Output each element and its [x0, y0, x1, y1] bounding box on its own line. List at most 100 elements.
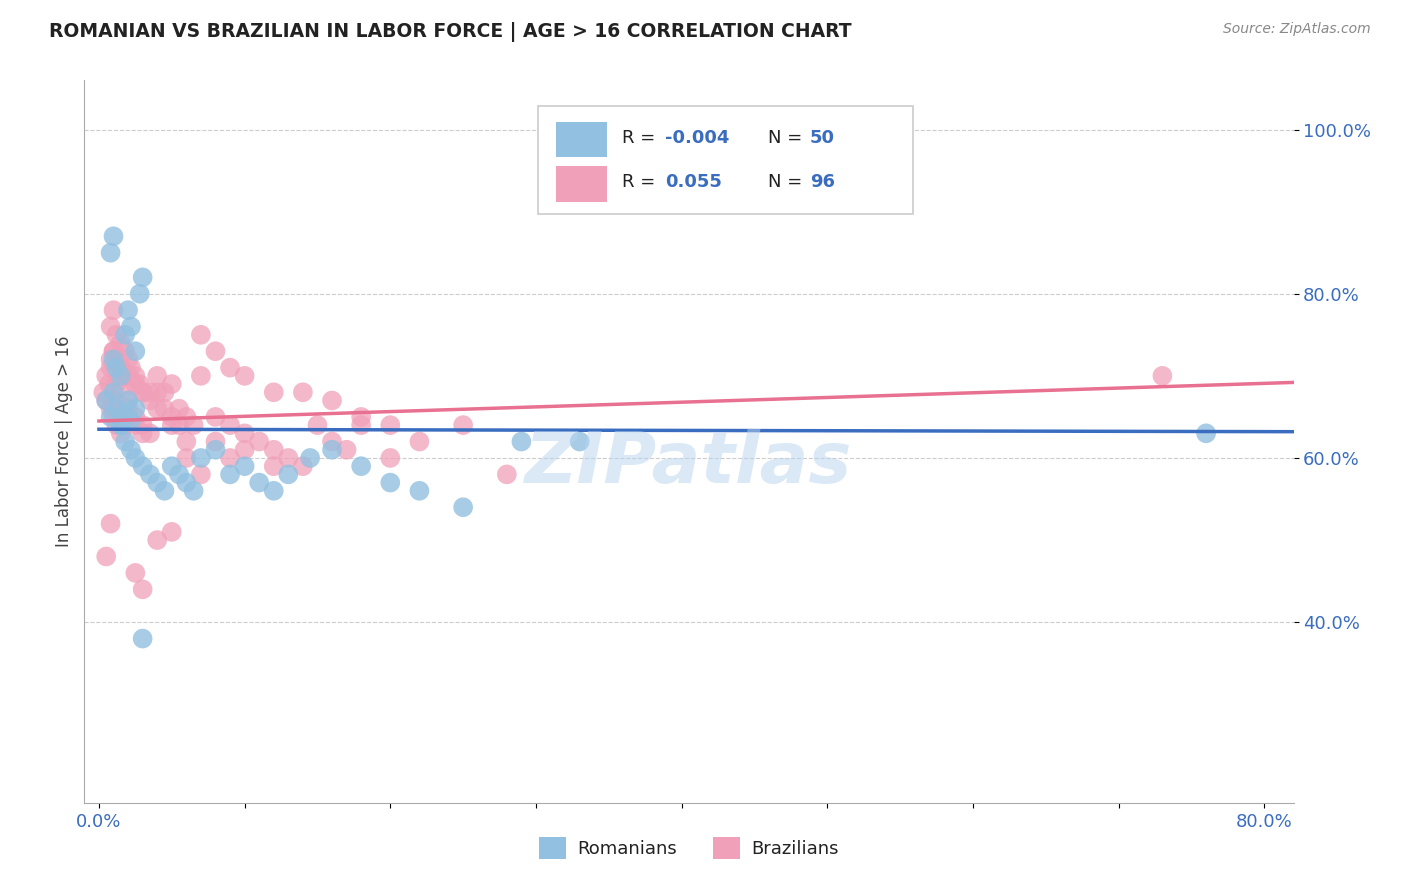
- Brazilians: [96, 368, 118, 383]
- Brazilians: [277, 450, 299, 465]
- Brazilians: [183, 418, 205, 433]
- Romanians: [190, 450, 212, 465]
- Brazilians: [146, 385, 169, 400]
- Brazilians: [204, 434, 226, 449]
- Romanians: [263, 483, 285, 498]
- Brazilians: [176, 450, 198, 465]
- Romanians: [451, 500, 474, 515]
- Romanians: [321, 442, 343, 457]
- Brazilians: [100, 516, 122, 531]
- Romanians: [167, 467, 190, 482]
- Text: 50: 50: [810, 128, 835, 146]
- Text: ROMANIAN VS BRAZILIAN IN LABOR FORCE | AGE > 16 CORRELATION CHART: ROMANIAN VS BRAZILIAN IN LABOR FORCE | A…: [49, 22, 852, 42]
- Brazilians: [100, 401, 122, 416]
- Romanians: [131, 270, 153, 285]
- Brazilians: [263, 385, 285, 400]
- Brazilians: [190, 467, 212, 482]
- Brazilians: [233, 442, 256, 457]
- Brazilians: [190, 368, 212, 383]
- Brazilians: [110, 426, 132, 441]
- Romanians: [176, 475, 198, 490]
- Brazilians: [114, 418, 136, 433]
- Brazilians: [124, 377, 146, 392]
- Romanians: [139, 467, 162, 482]
- Brazilians: [105, 352, 128, 367]
- Brazilians: [110, 336, 132, 351]
- Brazilians: [307, 418, 329, 433]
- Brazilians: [139, 385, 162, 400]
- Brazilians: [105, 377, 128, 392]
- Brazilians: [451, 418, 474, 433]
- Text: -0.004: -0.004: [665, 128, 730, 146]
- Romanians: [131, 459, 153, 474]
- Brazilians: [190, 327, 212, 342]
- Brazilians: [1152, 368, 1174, 383]
- Romanians: [128, 286, 150, 301]
- Romanians: [105, 360, 128, 375]
- Y-axis label: In Labor Force | Age > 16: In Labor Force | Age > 16: [55, 335, 73, 548]
- Legend: Romanians, Brazilians: Romanians, Brazilians: [531, 830, 846, 866]
- Romanians: [183, 483, 205, 498]
- Brazilians: [263, 442, 285, 457]
- Brazilians: [100, 352, 122, 367]
- Brazilians: [233, 368, 256, 383]
- Brazilians: [103, 409, 125, 424]
- Romanians: [815, 122, 838, 136]
- Romanians: [233, 459, 256, 474]
- Brazilians: [124, 368, 146, 383]
- FancyBboxPatch shape: [555, 121, 607, 157]
- Brazilians: [91, 385, 114, 400]
- Romanians: [299, 450, 322, 465]
- Brazilians: [131, 582, 153, 597]
- Brazilians: [103, 393, 125, 408]
- Text: R =: R =: [623, 128, 661, 146]
- Brazilians: [105, 393, 128, 408]
- Brazilians: [105, 418, 128, 433]
- Brazilians: [96, 393, 118, 408]
- Romanians: [146, 475, 169, 490]
- Brazilians: [146, 368, 169, 383]
- Brazilians: [114, 409, 136, 424]
- Brazilians: [139, 426, 162, 441]
- Brazilians: [103, 401, 125, 416]
- Brazilians: [321, 393, 343, 408]
- Romanians: [114, 406, 136, 420]
- Romanians: [568, 434, 591, 449]
- Brazilians: [114, 368, 136, 383]
- Brazilians: [291, 459, 314, 474]
- Brazilians: [146, 401, 169, 416]
- Brazilians: [160, 409, 183, 424]
- Brazilians: [153, 401, 176, 416]
- Brazilians: [160, 524, 183, 539]
- Brazilians: [204, 344, 226, 359]
- Romanians: [110, 368, 132, 383]
- Romanians: [114, 327, 136, 342]
- Brazilians: [146, 533, 169, 547]
- Brazilians: [167, 418, 190, 433]
- Romanians: [408, 483, 430, 498]
- Romanians: [204, 442, 226, 457]
- Brazilians: [380, 450, 402, 465]
- Romanians: [247, 475, 270, 490]
- Brazilians: [114, 344, 136, 359]
- Brazilians: [131, 385, 153, 400]
- Brazilians: [219, 450, 242, 465]
- Romanians: [110, 418, 132, 433]
- Text: N =: N =: [768, 128, 807, 146]
- Text: 96: 96: [810, 173, 835, 191]
- Romanians: [105, 401, 128, 416]
- Romanians: [120, 319, 142, 334]
- Romanians: [103, 352, 125, 367]
- Brazilians: [139, 393, 162, 408]
- Brazilians: [128, 377, 150, 392]
- Brazilians: [160, 377, 183, 392]
- Brazilians: [117, 368, 139, 383]
- Romanians: [100, 409, 122, 424]
- Brazilians: [124, 409, 146, 424]
- Brazilians: [176, 409, 198, 424]
- Text: Source: ZipAtlas.com: Source: ZipAtlas.com: [1223, 22, 1371, 37]
- Text: R =: R =: [623, 173, 661, 191]
- Romanians: [219, 467, 242, 482]
- Romanians: [1195, 426, 1218, 441]
- Brazilians: [167, 401, 190, 416]
